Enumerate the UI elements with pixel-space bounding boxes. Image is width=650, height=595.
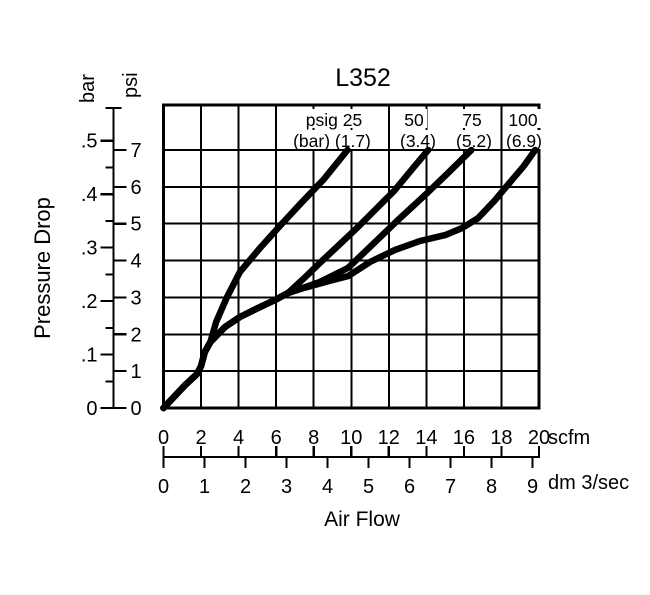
pressure-curves xyxy=(160,146,539,412)
psi-tick-label: 3 xyxy=(131,287,142,309)
curve-label-line1: 75 xyxy=(462,110,481,130)
curve-label-mask xyxy=(401,109,427,128)
dm3sec-tick-label: 6 xyxy=(404,476,415,498)
dm3sec-tick-label: 0 xyxy=(158,476,169,498)
curve-label-mask xyxy=(453,130,495,149)
dm3sec-tick-label: 9 xyxy=(527,476,538,498)
x-axis-unit-scfm: scfm xyxy=(548,427,590,449)
curve-label-line2: (5.2) xyxy=(456,131,492,151)
dm3sec-tick-label: 1 xyxy=(199,476,210,498)
scfm-tick-label: 20 xyxy=(528,427,550,449)
psi-tick-label: 7 xyxy=(131,140,142,162)
scfm-tick-label: 10 xyxy=(340,427,362,449)
curve-label-mask xyxy=(503,130,545,149)
curve-label-line1: 100 xyxy=(508,110,537,130)
scfm-tick-label: 4 xyxy=(233,427,244,449)
scfm-tick-label: 2 xyxy=(195,427,206,449)
curve-100-psig xyxy=(160,146,539,412)
scfm-tick-label: 14 xyxy=(415,427,437,449)
psi-tick-label: 2 xyxy=(131,324,142,346)
curve-label-mask xyxy=(397,130,439,149)
bar-tick-label: .3 xyxy=(81,238,98,260)
curve-label-backgrounds xyxy=(290,109,545,149)
dm3sec-tick-label: 2 xyxy=(240,476,251,498)
bar-tick-label: .2 xyxy=(81,291,98,313)
psi-tick-label: 1 xyxy=(131,361,142,383)
scfm-tick-label: 0 xyxy=(158,427,169,449)
bar-tick-label: .5 xyxy=(81,131,98,153)
x-axis-label: Air Flow xyxy=(324,508,401,531)
curve-label-text: psig 25(bar) (1.7) 50(3.4) 75(5.2) 100(6.9) xyxy=(293,110,542,151)
curve-label-line1: 50 xyxy=(404,110,424,130)
curve-label-mask xyxy=(290,130,374,149)
curve-label-line2: (6.9) xyxy=(506,131,542,151)
bar-tick-label: .1 xyxy=(81,345,98,367)
bar-tick-label: 0 xyxy=(86,398,97,420)
bar-tick-label: .4 xyxy=(81,184,98,206)
scfm-tick-label: 16 xyxy=(453,427,475,449)
psi-tick-label: 0 xyxy=(131,398,142,420)
curve-label-mask xyxy=(459,109,485,128)
curve-label-line1: psig 25 xyxy=(306,110,362,130)
scfm-tick-label: 8 xyxy=(308,427,319,449)
x-axis-unit-dm3sec: dm 3/sec xyxy=(548,472,629,494)
dm3sec-tick-label: 8 xyxy=(486,476,497,498)
y-axis-unit-bar: bar xyxy=(77,74,99,103)
dm3sec-tick-label: 3 xyxy=(281,476,292,498)
curve-label-line2: (3.4) xyxy=(400,131,436,151)
curve-label-line2: (bar) (1.7) xyxy=(293,131,371,151)
psi-tick-label: 4 xyxy=(131,251,142,273)
scfm-tick-label: 6 xyxy=(271,427,282,449)
psi-tick-label: 6 xyxy=(131,177,142,199)
y-axis-unit-psi: psi xyxy=(120,72,142,98)
curve-label-mask xyxy=(302,109,366,128)
psi-tick-label: 5 xyxy=(131,214,142,236)
dm3sec-tick-label: 7 xyxy=(445,476,456,498)
scfm-tick-label: 18 xyxy=(490,427,512,449)
curve-label-mask xyxy=(505,109,541,128)
chart-title: L352 xyxy=(335,64,391,92)
dm3sec-tick-label: 4 xyxy=(322,476,333,498)
scfm-tick-label: 12 xyxy=(378,427,400,449)
dm3sec-tick-label: 5 xyxy=(363,476,374,498)
y-axis-label: Pressure Drop xyxy=(30,197,55,339)
